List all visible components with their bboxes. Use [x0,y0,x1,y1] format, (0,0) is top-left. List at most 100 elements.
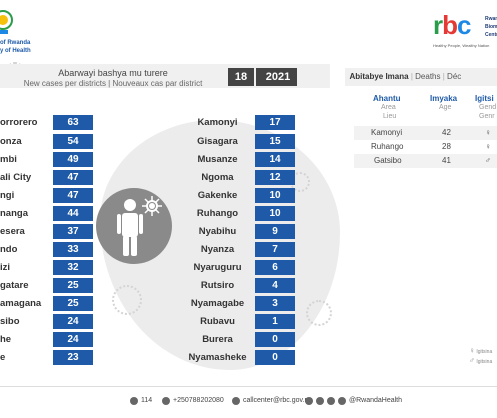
district-name: Rubavu [200,316,235,327]
virus-decor-icon [112,285,142,315]
district-row: Kamonyi 17 [185,115,295,130]
case-count: 32 [53,260,93,275]
case-count: 47 [53,170,93,185]
district-row: Rutsiro 4 [185,278,295,293]
district-name: Nyabihu [198,226,237,237]
district-row: nanga 44 [0,206,95,221]
case-count: 44 [53,206,93,221]
district-name: ali City [0,170,52,185]
death-age: 28 [442,142,451,151]
case-count: 17 [255,115,295,130]
col-age-sub: Age [439,104,452,111]
virus-decor-icon [306,300,332,326]
district-row: Ngoma 12 [185,170,295,185]
district-row: onza 54 [0,134,95,149]
case-count: 4 [255,278,295,293]
ministry-logo: of Rwanda y of Health [0,8,70,58]
case-count: 3 [255,296,295,311]
district-row: gatare 25 [0,278,95,293]
rbc-logo: rbc Rwanda Biome Centr Healthy People, W… [433,12,497,52]
phone-icon [130,397,138,405]
district-name: ngi [0,188,52,203]
case-count: 24 [53,314,93,329]
rbc-tagline: Healthy People, Wealthy Nation [433,43,490,48]
district-name: izi [0,260,52,275]
deaths-tab-kinyarwanda: Abitabye Imana [349,72,409,81]
col-place-sub1: Area [381,104,396,111]
district-row: Gakenke 10 [185,188,295,203]
death-row: Kamonyi 42 ♀ [354,126,497,140]
district-name: Gisagara [197,136,238,147]
district-name: Rutsiro [200,280,235,291]
date-day: 18 [228,68,254,86]
case-count: 14 [255,152,295,167]
deaths-tab-french: Déc [447,72,462,81]
district-name: nanga [0,206,52,221]
district-row: amagana 25 [0,296,95,311]
death-row: Gatsibo 41 ♂ [354,154,497,168]
rwanda-emblem-icon [0,10,13,34]
col-age-header: Imyaka [430,94,458,103]
death-place: Kamonyi [371,128,403,137]
district-row: mbi 49 [0,152,95,167]
district-name: Burera [202,334,233,345]
district-row: Musanze 14 [185,152,295,167]
col-gender-sub2: Genr [479,113,495,120]
case-count: 47 [53,188,93,203]
legend-male: ♂ Igitsina [469,356,493,365]
case-count: 10 [255,188,295,203]
page-title: Abarwayi bashya mu turere [58,68,168,78]
death-age: 41 [442,156,451,165]
district-name: he [0,332,52,347]
col-place-header: Ahantu [373,94,401,103]
case-count: 10 [255,206,295,221]
district-row: ali City 47 [0,170,95,185]
footer: 114 +250788202080 callcenter@rbc.gov.rw … [0,395,497,409]
death-row: Ruhango 28 ♀ [354,140,497,154]
district-row: ngi 47 [0,188,95,203]
district-name: Nyanza [200,244,235,255]
virus-icon [142,196,162,216]
district-name: sibo [0,314,52,329]
case-count: 7 [255,242,295,257]
col-gender-header: Igitsi [475,94,494,103]
case-count: 0 [255,350,295,365]
female-legend-icon: ♀ [469,346,475,355]
facebook-icon [316,397,324,405]
district-name: Nyaruguru [193,262,242,273]
district-name: e [0,350,52,365]
case-count: 25 [53,278,93,293]
district-name: Ruhango [196,208,239,219]
legend-female: ♀ Igitsina [469,346,493,355]
case-count: 54 [53,134,93,149]
case-count: 12 [255,170,295,185]
district-name: Nyamagabe [190,298,245,309]
district-row: Nyaruguru 6 [185,260,295,275]
case-count: 6 [255,260,295,275]
district-name: esera [0,224,52,239]
female-icon: ♀ [485,142,491,151]
date-year: 2021 [260,68,296,86]
email-icon [232,397,240,405]
org-name-line1: of Rwanda [0,40,31,46]
district-name: Ngoma [201,172,234,183]
district-row: Nyamasheke 0 [185,350,295,365]
deaths-tab-english: Deaths [415,72,441,81]
case-count: 33 [53,242,93,257]
death-place: Ruhango [371,142,404,151]
instagram-icon [327,397,335,405]
district-row: izi 32 [0,260,95,275]
case-count: 9 [255,224,295,239]
social-handle: @RwandaHealth [305,395,402,407]
male-legend-icon: ♂ [469,356,475,365]
district-row: Nyabihu 9 [185,224,295,239]
district-name: Nyamasheke [188,352,247,363]
district-name: orrorero [0,115,52,130]
rbc-logo-letters: rbc [433,10,472,40]
district-row: orrorero 63 [0,115,95,130]
case-count: 15 [255,134,295,149]
district-row: Rubavu 1 [185,314,295,329]
district-row: he 24 [0,332,95,347]
whatsapp-contact: +250788202080 [162,395,224,407]
district-name: Gakenke [197,190,238,201]
